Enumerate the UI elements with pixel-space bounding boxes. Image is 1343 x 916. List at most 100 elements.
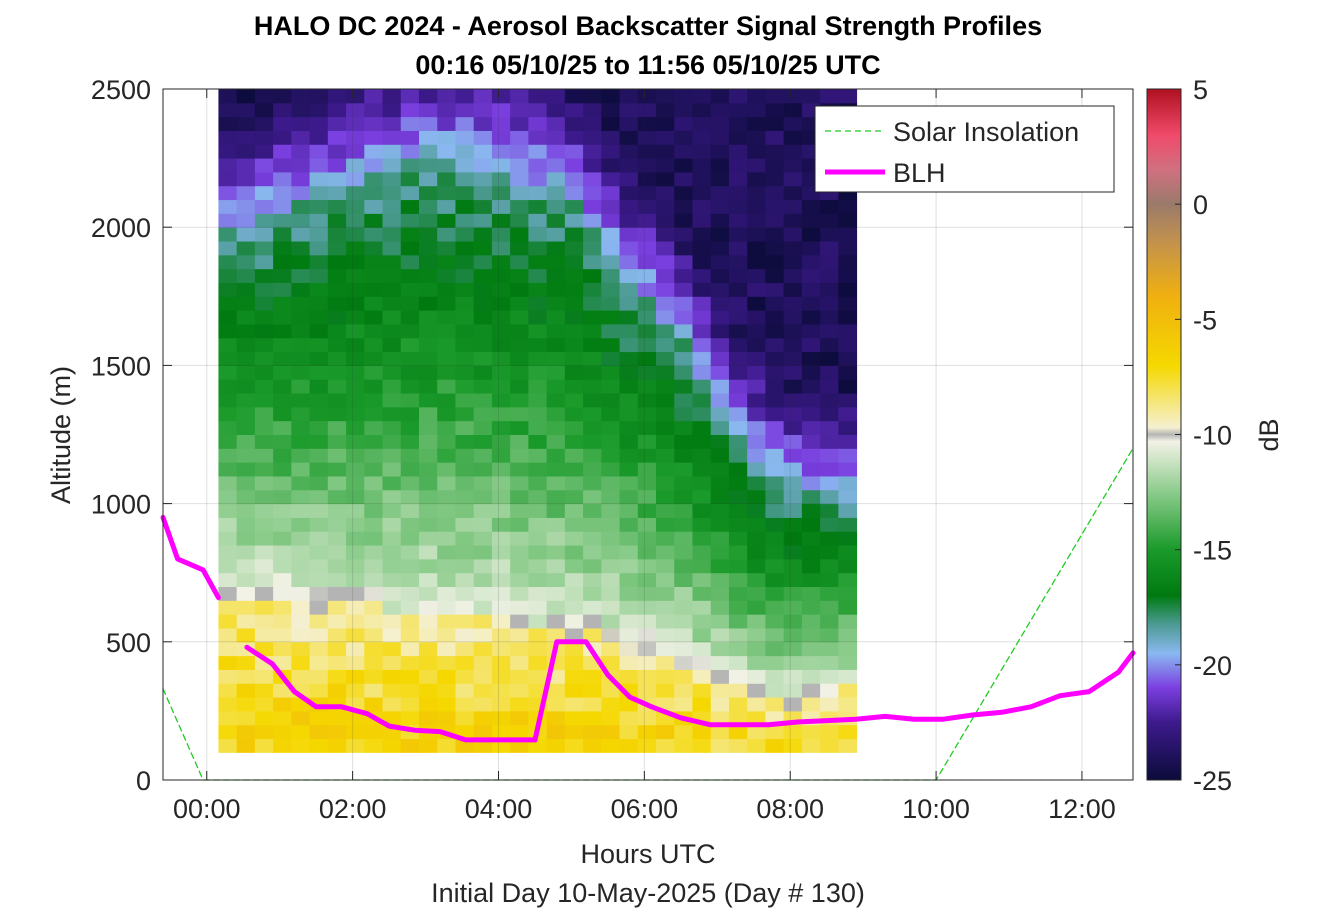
heatmap-cell xyxy=(528,116,548,131)
heatmap-cell xyxy=(783,503,803,518)
heatmap-cell xyxy=(327,89,347,104)
heatmap-cell xyxy=(291,558,311,574)
heatmap-cell xyxy=(747,558,766,574)
heatmap-cell xyxy=(637,144,657,159)
heatmap-cell xyxy=(309,627,329,643)
heatmap-cell xyxy=(455,697,475,712)
heatmap-cell xyxy=(783,337,803,353)
heatmap-cell xyxy=(747,406,766,422)
heatmap-cell xyxy=(364,310,384,325)
heatmap-cell xyxy=(364,227,384,242)
heatmap-cell xyxy=(656,144,675,159)
heatmap-cell xyxy=(510,697,529,712)
heatmap-cell xyxy=(400,296,420,311)
heatmap-cell xyxy=(637,572,657,588)
heatmap-cell xyxy=(619,406,639,422)
heatmap-cell xyxy=(820,641,839,657)
heatmap-cell xyxy=(236,517,256,532)
heatmap-cell xyxy=(437,545,456,560)
heatmap-cell xyxy=(692,323,712,339)
heatmap-cell xyxy=(583,697,602,712)
heatmap-cell xyxy=(674,337,693,353)
heatmap-cell xyxy=(273,503,292,518)
heatmap-cell xyxy=(273,310,292,325)
heatmap-cell xyxy=(382,738,402,753)
heatmap-cell xyxy=(728,365,748,380)
heatmap-cell xyxy=(820,337,839,353)
heatmap-cell xyxy=(710,448,730,463)
heatmap-cell xyxy=(692,572,712,588)
heatmap-cell xyxy=(437,641,456,657)
heatmap-cell xyxy=(473,365,493,380)
heatmap-cell xyxy=(528,627,548,643)
heatmap-cell xyxy=(564,724,584,740)
heatmap-cell xyxy=(765,227,785,242)
heatmap-cell xyxy=(327,738,347,753)
heatmap-cell xyxy=(236,600,256,615)
heatmap-cell xyxy=(838,351,858,366)
heatmap-cell xyxy=(710,379,730,394)
heatmap-cell xyxy=(273,185,292,201)
heatmap-cell xyxy=(382,503,402,518)
heatmap-cell xyxy=(601,586,621,601)
heatmap-cell xyxy=(601,641,621,657)
heatmap-cell xyxy=(437,310,456,325)
heatmap-cell xyxy=(783,558,803,574)
heatmap-cell xyxy=(601,227,621,242)
heatmap-cell xyxy=(820,586,839,601)
heatmap-cell xyxy=(583,282,602,297)
heatmap-cell xyxy=(346,710,365,726)
heatmap-cell xyxy=(801,379,821,394)
heatmap-cell xyxy=(254,282,274,297)
heatmap-cell xyxy=(728,738,748,753)
heatmap-cell xyxy=(838,282,858,297)
heatmap-cell xyxy=(473,475,493,491)
heatmap-cell xyxy=(309,227,329,242)
colorbar: 50-5-10-15-20-25 xyxy=(1146,75,1232,796)
heatmap-cell xyxy=(437,102,456,118)
heatmap-cell xyxy=(437,586,456,601)
heatmap-cell xyxy=(692,669,712,684)
heatmap-cell xyxy=(528,241,548,256)
heatmap-cell xyxy=(656,475,675,491)
heatmap-cell xyxy=(491,655,511,670)
heatmap-cell xyxy=(564,254,584,270)
heatmap-cell xyxy=(692,724,712,740)
heatmap-cell xyxy=(382,337,402,353)
heatmap-cell xyxy=(656,102,675,118)
heatmap-cell xyxy=(546,351,566,366)
heatmap-cell xyxy=(236,683,256,698)
heatmap-cell xyxy=(491,406,511,422)
heatmap-cell xyxy=(528,227,548,242)
heatmap-cell xyxy=(674,254,693,270)
heatmap-cell xyxy=(437,420,456,435)
heatmap-cell xyxy=(309,489,329,505)
heatmap-cell xyxy=(254,545,274,560)
heatmap-cell xyxy=(801,475,821,491)
heatmap-cell xyxy=(637,171,657,187)
heatmap-cell xyxy=(254,724,274,740)
heatmap-cell xyxy=(564,241,584,256)
heatmap-cell xyxy=(455,655,475,670)
heatmap-cell xyxy=(583,614,602,629)
heatmap-cell xyxy=(309,144,329,159)
heatmap-cell xyxy=(656,641,675,657)
heatmap-cell xyxy=(491,89,511,104)
heatmap-cell xyxy=(364,171,384,187)
heatmap-cell xyxy=(236,710,256,726)
heatmap-cell xyxy=(473,545,493,560)
heatmap-cell xyxy=(291,89,311,104)
heatmap-cell xyxy=(400,462,420,477)
heatmap-cell xyxy=(418,572,438,588)
heatmap-cell xyxy=(783,282,803,297)
heatmap-cell xyxy=(765,545,785,560)
heatmap-cell xyxy=(528,323,548,339)
heatmap-cell xyxy=(327,337,347,353)
heatmap-cell xyxy=(801,282,821,297)
heatmap-cell xyxy=(783,213,803,228)
heatmap-cell xyxy=(218,296,238,311)
heatmap-cell xyxy=(273,144,292,159)
heatmap-cell xyxy=(838,406,858,422)
heatmap-cell xyxy=(473,406,493,422)
